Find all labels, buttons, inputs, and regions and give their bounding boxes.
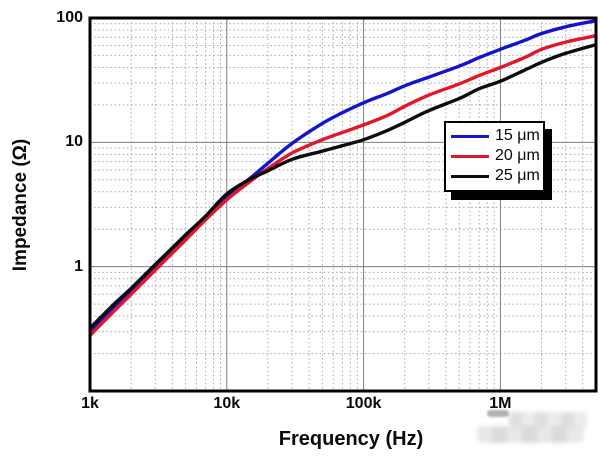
y-tick-100: 100	[56, 9, 83, 26]
x-axis-title: Frequency (Hz)	[278, 428, 424, 450]
curve-25μm	[88, 43, 597, 330]
y-tick-10: 10	[65, 133, 83, 151]
plot-border	[88, 16, 598, 393]
legend-label: 15 μm	[495, 127, 540, 144]
curve-20μm	[88, 34, 597, 337]
legend-line-sample	[451, 174, 489, 178]
watermark-blur-bottom	[477, 426, 583, 443]
watermark-blur-top	[509, 412, 587, 429]
legend: 15 μm 20 μm 25 μm	[444, 121, 545, 192]
legend-item: 15 μm	[446, 126, 543, 146]
y-tick-1: 1	[74, 257, 83, 275]
x-tick-1k: 1k	[81, 395, 99, 412]
x-tick-1M: 1M	[489, 395, 512, 412]
x-tick-100k: 100k	[345, 395, 382, 412]
legend-line-sample	[451, 134, 489, 138]
x-tick-10k: 10k	[213, 395, 241, 412]
legend-line-sample	[451, 154, 489, 158]
legend-label: 20 μm	[495, 147, 540, 164]
watermark-smudge	[487, 410, 509, 417]
legend-label: 25 μm	[495, 167, 540, 184]
y-axis-title: Impedance (Ω)	[10, 138, 31, 272]
legend-item: 20 μm	[446, 146, 543, 166]
legend-item: 25 μm	[446, 166, 543, 186]
